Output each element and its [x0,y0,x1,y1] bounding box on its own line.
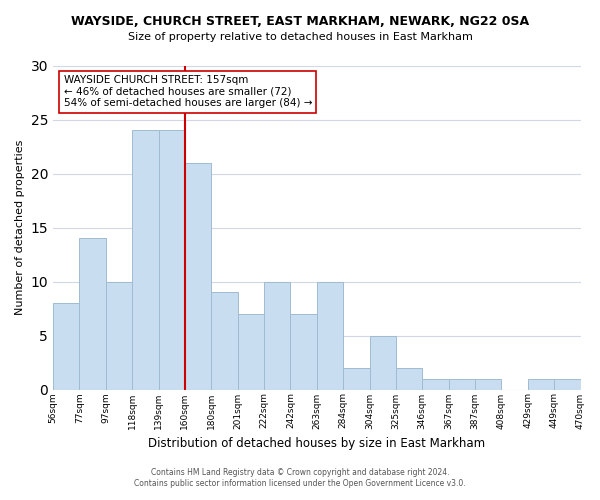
Bar [158,130,185,390]
Bar [554,378,581,390]
Bar [317,282,343,390]
Text: WAYSIDE CHURCH STREET: 157sqm
← 46% of detached houses are smaller (72)
54% of s: WAYSIDE CHURCH STREET: 157sqm ← 46% of d… [64,75,312,108]
Bar [370,336,396,390]
Bar [106,282,132,390]
X-axis label: Distribution of detached houses by size in East Markham: Distribution of detached houses by size … [148,437,485,450]
Bar [238,314,264,390]
Y-axis label: Number of detached properties: Number of detached properties [15,140,25,315]
Bar [396,368,422,390]
Bar [53,303,79,390]
Bar [475,378,502,390]
Bar [449,378,475,390]
Bar [343,368,370,390]
Bar [79,238,106,390]
Bar [211,292,238,390]
Bar [290,314,317,390]
Bar [264,282,290,390]
Bar [132,130,158,390]
Text: Contains HM Land Registry data © Crown copyright and database right 2024.
Contai: Contains HM Land Registry data © Crown c… [134,468,466,487]
Bar [422,378,449,390]
Bar [528,378,554,390]
Text: WAYSIDE, CHURCH STREET, EAST MARKHAM, NEWARK, NG22 0SA: WAYSIDE, CHURCH STREET, EAST MARKHAM, NE… [71,15,529,28]
Bar [185,162,211,390]
Text: Size of property relative to detached houses in East Markham: Size of property relative to detached ho… [128,32,472,42]
